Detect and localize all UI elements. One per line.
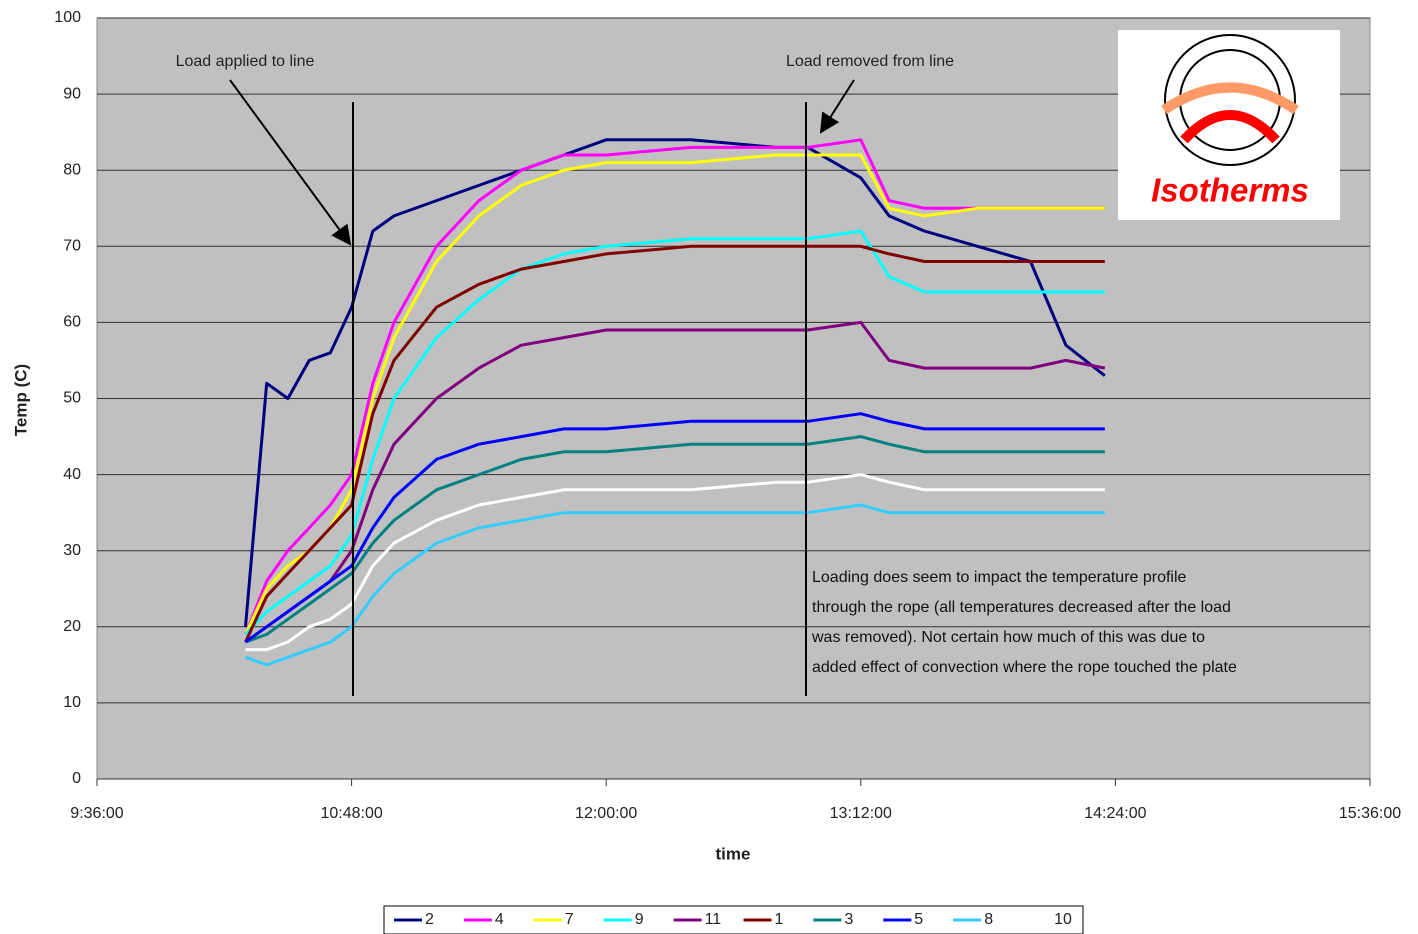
annotation-arrow [229, 79, 352, 246]
y-tick-label: 20 [63, 618, 81, 635]
x-tick-label: 12:00:00 [575, 805, 637, 822]
legend-label: 5 [914, 911, 923, 928]
legend-label: 10 [1054, 911, 1072, 928]
annotation-arrow [819, 79, 855, 134]
legend-label: 8 [984, 911, 993, 928]
annotation: Load applied to line [176, 53, 315, 70]
legend-label: 11 [705, 911, 722, 928]
x-tick-label: 15:36:00 [1339, 805, 1401, 822]
series-line [244, 244, 1105, 643]
note-line: through the rope (all temperatures decre… [812, 599, 1231, 616]
legend-label: 9 [635, 911, 644, 928]
y-tick-label: 60 [63, 314, 81, 331]
x-axis-title: time [716, 844, 751, 863]
y-tick-label: 40 [63, 466, 81, 483]
x-tick-label: 14:24:00 [1084, 805, 1146, 822]
series-line [244, 412, 1105, 644]
rope-outer [1164, 34, 1296, 166]
isotherm-inner [1180, 110, 1280, 144]
legend-label: 3 [844, 911, 853, 928]
y-tick-label: 100 [54, 9, 81, 26]
series-line [244, 435, 1105, 644]
note-line: added effect of convection where the rop… [812, 659, 1237, 676]
y-tick-label: 70 [63, 238, 81, 255]
x-tick-label: 9:36:00 [70, 805, 123, 822]
note-line: was removed). Not certain how much of th… [811, 629, 1205, 646]
series-line [245, 473, 1105, 652]
legend-label: 4 [495, 911, 504, 928]
series-lines [244, 138, 1106, 667]
note: Loading does seem to impact the temperat… [811, 569, 1237, 676]
series-line [244, 138, 1105, 635]
isotherm-panel [1118, 30, 1340, 220]
series-line [244, 503, 1105, 667]
y-tick-label: 90 [63, 85, 81, 102]
y-tick-label: 0 [72, 770, 81, 787]
legend-label: 7 [565, 911, 574, 928]
y-tick-label: 10 [63, 694, 81, 711]
note-line: Loading does seem to impact the temperat… [812, 569, 1187, 586]
y-axis-title: Temp (C) [11, 364, 30, 436]
isotherm-label: Isotherms [1151, 172, 1309, 209]
y-tick-label: 30 [63, 542, 81, 559]
legend-label: 2 [425, 911, 434, 928]
legend-items: 2 4 7 9 11 1 3 5 8 10 [394, 911, 1072, 928]
x-tick-label: 10:48:00 [320, 805, 382, 822]
y-tick-label: 80 [63, 161, 81, 178]
annotation: Load removed from line [786, 53, 954, 70]
x-tick-label: 13:12:00 [830, 805, 892, 822]
series-line [244, 229, 1105, 636]
isotherm-outer [1161, 82, 1299, 115]
legend-label: 1 [775, 911, 784, 928]
y-tick-label: 50 [63, 390, 81, 407]
